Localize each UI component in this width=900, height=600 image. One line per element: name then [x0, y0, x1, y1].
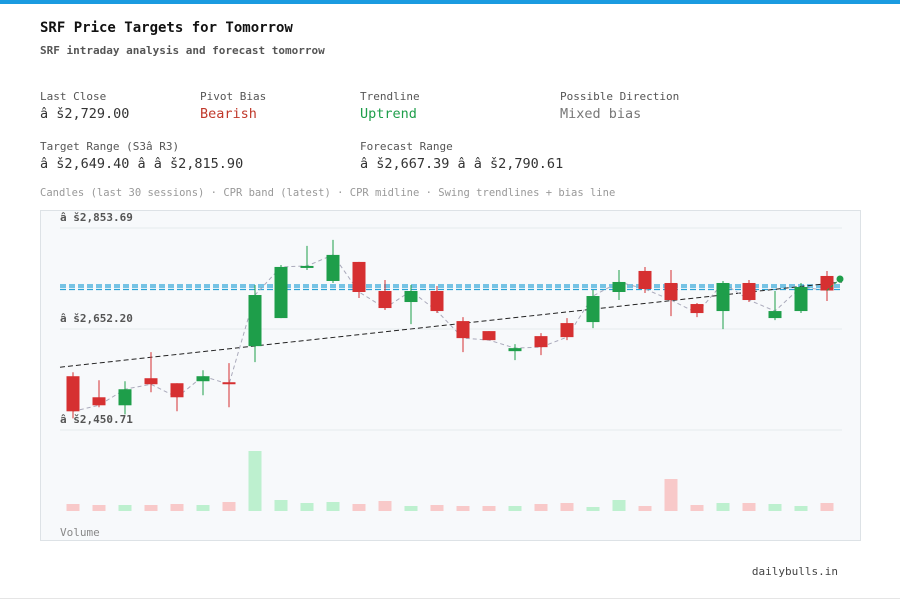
volume-bar: [92, 505, 106, 511]
volume-bar: [222, 502, 236, 511]
candle-body: [92, 397, 106, 406]
volume-bar: [170, 504, 184, 511]
stat-label: Last Close: [40, 90, 106, 103]
volume-bar: [300, 503, 314, 511]
candle-body: [794, 286, 808, 312]
candle-body: [352, 261, 366, 293]
volume-bar: [248, 451, 262, 511]
volume-bar: [274, 500, 288, 511]
y-tick-label: â š2,853.69: [60, 211, 133, 224]
volume-bar: [66, 504, 80, 511]
candle-body: [690, 304, 704, 314]
candle-body: [378, 291, 392, 309]
candle-body: [222, 382, 236, 385]
volume-bar: [508, 506, 522, 511]
candle-body: [248, 295, 262, 347]
candle-body: [404, 291, 418, 303]
top-bar: [0, 0, 900, 4]
volume-bar: [638, 506, 652, 511]
chart: â š2,853.69 â š2,652.20 â š2,450.71 Volume: [59, 211, 844, 539]
stat-value: â š2,667.39 â â š2,790.61: [360, 156, 563, 172]
y-tick-label: â š2,652.20: [60, 312, 133, 325]
volume-bar: [456, 506, 470, 511]
volume-bar: [768, 504, 782, 511]
volume-bar: [404, 506, 418, 511]
candle-body: [586, 296, 600, 323]
stats: Last Close â š2,729.00 Pivot Bias Bearish Tr…: [40, 90, 679, 172]
volume-bar: [534, 504, 548, 511]
stat-value: Mixed bias: [560, 106, 641, 122]
stat-value: â š2,649.40 â â š2,815.90: [40, 156, 243, 172]
candle-body: [326, 254, 340, 281]
candle-body: [66, 376, 80, 412]
candle-body: [508, 348, 522, 352]
volume-bar: [690, 505, 704, 511]
volume-bar: [794, 506, 808, 511]
stat-label: Trendline: [360, 90, 420, 103]
caption: Candles (last 30 sessions) · CPR band (l…: [40, 187, 615, 199]
volume-bar: [326, 502, 340, 511]
stat-value: Bearish: [200, 106, 257, 122]
stat-label: Forecast Range: [360, 140, 453, 153]
y-tick-label: â š2,450.71: [60, 413, 133, 426]
volume-bar: [612, 500, 626, 511]
candle-body: [534, 336, 548, 348]
candle-body: [742, 282, 756, 301]
candle-body: [768, 311, 782, 319]
candle-body: [664, 282, 678, 301]
stat-value: â š2,729.00: [40, 106, 129, 122]
volume-label: Volume: [60, 526, 100, 539]
volume-bar: [586, 507, 600, 511]
volume-bar: [716, 503, 730, 511]
footer: dailybulls.in: [752, 565, 838, 578]
candle-body: [144, 378, 158, 385]
subtitle: SRF intraday analysis and forecast tomor…: [40, 44, 325, 57]
volume-bar: [144, 505, 158, 511]
volume-bar: [430, 505, 444, 511]
stat-label: Pivot Bias: [200, 90, 266, 103]
candle-body: [196, 376, 210, 382]
candle-body: [560, 323, 574, 338]
stat-label: Target Range (S3â R3): [40, 140, 179, 153]
volume-bar: [820, 503, 834, 511]
bias-target: [836, 275, 844, 283]
trendline: [59, 281, 843, 368]
candle-body: [300, 265, 314, 268]
candle-body: [430, 291, 444, 312]
title: SRF Price Targets for Tomorrow: [40, 20, 293, 36]
candle-body: [638, 270, 652, 289]
volume-bar: [664, 479, 678, 511]
volume-bar: [196, 505, 210, 511]
bias-line: [826, 278, 841, 291]
candle-body: [716, 282, 730, 312]
volume-bar: [352, 504, 366, 511]
volume-bar: [742, 503, 756, 511]
volume-bar: [378, 501, 392, 511]
candle-body: [612, 281, 626, 293]
candle-body: [482, 331, 496, 341]
candle-body: [820, 275, 834, 291]
candle-body: [274, 266, 288, 319]
stat-label: Possible Direction: [560, 90, 679, 103]
volume-bar: [560, 503, 574, 511]
candle-body: [170, 383, 184, 398]
candle-body: [456, 321, 470, 339]
volume-bar: [118, 505, 132, 511]
chart-panel: [40, 210, 861, 541]
volume-bar: [482, 506, 496, 511]
stat-value: Uptrend: [360, 106, 417, 122]
candle-body: [118, 389, 132, 406]
